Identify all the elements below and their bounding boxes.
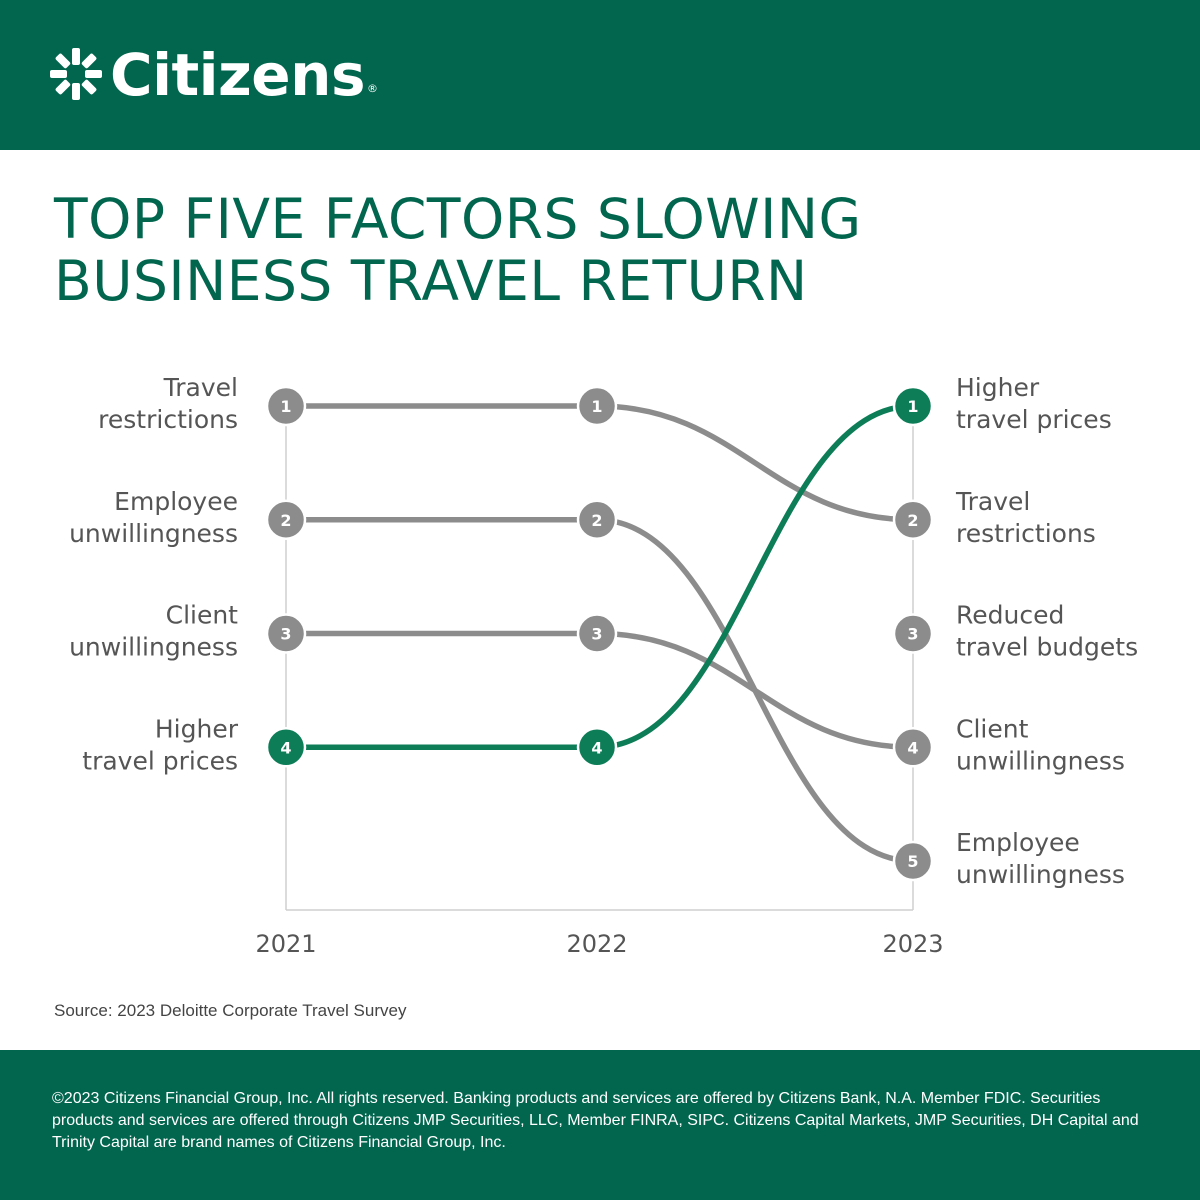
rank-number-employee-unwillingness-2022: 2 [591, 511, 602, 530]
right-label-rank-1-line-1: Higher [956, 373, 1040, 402]
rank-marker-client-unwillingness-2021 [265, 613, 307, 654]
rank-number-employee-unwillingness-2023: 5 [907, 852, 918, 871]
x-tick-label-2022: 2022 [566, 930, 627, 958]
left-label-rank-2-line-2: unwillingness [69, 519, 238, 548]
rank-marker-higher-travel-prices-2021 [265, 727, 307, 768]
source-note: Source: 2023 Deloitte Corporate Travel S… [54, 1001, 407, 1020]
left-label-rank-3-line-2: unwillingness [69, 633, 238, 662]
x-tick-label-2021: 2021 [255, 930, 316, 958]
chart-title-line-1: TOP FIVE FACTORS SLOWING [54, 187, 862, 251]
rank-marker-travel-restrictions-2021 [265, 385, 307, 427]
rank-number-employee-unwillingness-2021: 2 [280, 511, 291, 530]
rank-number-higher-travel-prices-2023: 1 [907, 397, 918, 416]
rank-number-client-unwillingness-2022: 3 [591, 625, 602, 644]
brand-wordmark: Citizens ® [110, 41, 378, 109]
left-label-rank-3-line-1: Client [166, 601, 239, 630]
left-label-rank-1-line-2: restrictions [98, 405, 238, 434]
rank-marker-employee-unwillingness-2023 [892, 840, 934, 882]
citizens-pinwheel-icon [50, 48, 102, 100]
rank-number-travel-restrictions-2022: 1 [591, 397, 602, 416]
rank-number-travel-restrictions-2021: 1 [280, 397, 291, 416]
left-label-rank-1-line-1: Travel [163, 373, 238, 402]
rank-marker-employee-unwillingness-2022 [576, 499, 618, 540]
rank-number-higher-travel-prices-2022: 4 [591, 738, 602, 757]
x-tick-label-2023: 2023 [882, 930, 943, 958]
rank-marker-employee-unwillingness-2021 [265, 499, 307, 540]
rank-number-travel-restrictions-2023: 2 [907, 511, 918, 530]
rank-marker-client-unwillingness-2022 [576, 613, 618, 654]
right-label-rank-4-line-2: unwillingness [956, 746, 1125, 775]
bump-chart: 1 1 2 2 2 5 3 3 4 4 4 1 3 Travel restrictions Employee u… [69, 373, 1138, 958]
chart-title: TOP FIVE FACTORS SLOWING BUSINESS TRAVEL… [54, 188, 1154, 312]
right-label-rank-2-line-2: restrictions [956, 519, 1096, 548]
rank-marker-reduced-travel-budgets-2023 [892, 613, 934, 654]
rank-marker-higher-travel-prices-2022 [576, 727, 618, 768]
rank-number-higher-travel-prices-2021: 4 [280, 738, 291, 757]
right-label-rank-4-line-1: Client [956, 714, 1029, 743]
rank-marker-travel-restrictions-2023 [892, 499, 934, 540]
rank-number-reduced-travel-budgets-2023: 3 [907, 625, 918, 644]
right-label-rank-5-line-2: unwillingness [956, 860, 1125, 889]
rank-number-client-unwillingness-2023: 4 [907, 738, 918, 757]
left-label-rank-4-line-2: travel prices [82, 746, 238, 775]
right-label-rank-3-line-1: Reduced [956, 601, 1064, 630]
chart-title-line-2: BUSINESS TRAVEL RETURN [54, 249, 808, 313]
right-label-rank-3-line-2: travel budgets [956, 633, 1138, 662]
legal-disclaimer: ©2023 Citizens Financial Group, Inc. All… [52, 1090, 1139, 1151]
left-label-rank-4-line-1: Higher [155, 714, 239, 743]
rank-marker-higher-travel-prices-2023 [892, 385, 934, 427]
footer-banner [0, 1050, 1200, 1200]
series-line-higher-travel-prices [283, 403, 916, 750]
right-label-rank-5-line-1: Employee [956, 828, 1080, 857]
header-banner: Citizens ® [0, 0, 1200, 150]
rank-marker-travel-restrictions-2022 [576, 385, 618, 427]
right-label-rank-1-line-2: travel prices [956, 405, 1112, 434]
right-label-rank-2-line-1: Travel [955, 487, 1030, 516]
left-label-rank-2-line-1: Employee [114, 487, 238, 516]
rank-marker-client-unwillingness-2023 [892, 727, 934, 768]
series-line-employee-unwillingness [283, 517, 916, 864]
rank-number-client-unwillingness-2021: 3 [280, 625, 291, 644]
